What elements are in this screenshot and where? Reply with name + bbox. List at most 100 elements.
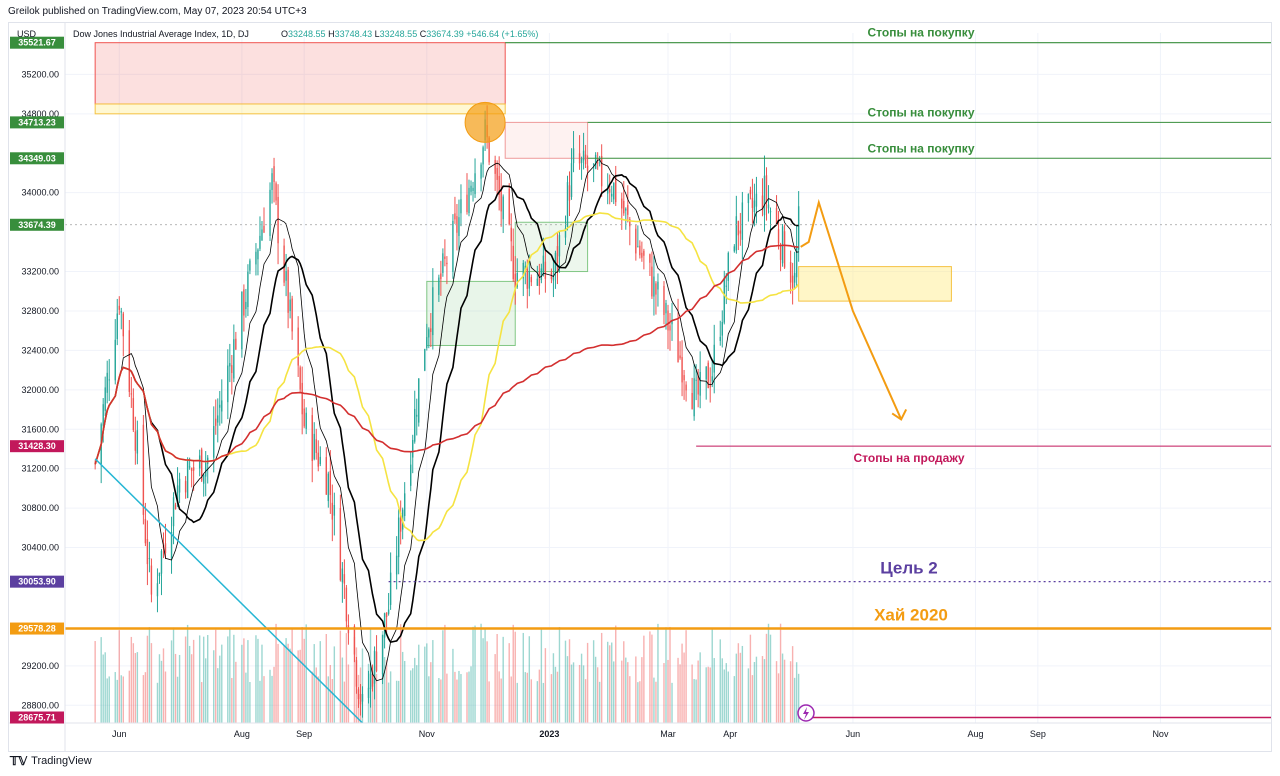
candle-body bbox=[613, 182, 615, 200]
candle-body bbox=[233, 339, 235, 379]
volume-bar bbox=[283, 646, 285, 723]
volume-bar bbox=[94, 641, 96, 723]
candle-body bbox=[305, 412, 307, 429]
volume-bar bbox=[699, 652, 701, 723]
candle-body bbox=[667, 310, 669, 331]
supply-zone-edge bbox=[94, 103, 506, 115]
candle-body bbox=[468, 187, 470, 214]
ohlc-change: +546.64 (+1.65%) bbox=[466, 29, 538, 39]
candle-body bbox=[249, 260, 251, 271]
candle-body bbox=[428, 329, 430, 338]
forecast-arrowhead bbox=[891, 408, 908, 421]
volume-bar bbox=[148, 627, 151, 723]
volume-bar bbox=[442, 630, 444, 723]
price-level-tag-label: 33674.39 bbox=[18, 220, 56, 230]
events-marker bbox=[797, 704, 815, 722]
candle-body bbox=[727, 252, 729, 281]
candle-body bbox=[200, 449, 203, 481]
volume-bar bbox=[444, 624, 446, 723]
volume-bar bbox=[761, 656, 764, 723]
volume-bar bbox=[635, 656, 637, 723]
candle-body bbox=[753, 200, 756, 213]
volume-bar bbox=[375, 673, 378, 723]
candle-body bbox=[291, 298, 293, 332]
volume-bar bbox=[791, 646, 794, 723]
volume-bar bbox=[596, 667, 599, 723]
volume-bar bbox=[202, 636, 205, 723]
ohlc-l-label: L bbox=[375, 29, 380, 39]
candle-body bbox=[369, 673, 372, 689]
candle-body bbox=[510, 227, 512, 242]
price-level-tag bbox=[10, 152, 64, 165]
price-chart[interactable]: Стопы на покупку Стопы на покупку Стопы на… bbox=[9, 23, 1271, 751]
volume-bar bbox=[186, 624, 189, 723]
y-tick-label: 35200.00 bbox=[21, 69, 59, 79]
volume-bar bbox=[156, 682, 159, 723]
candle-body bbox=[385, 612, 388, 618]
volume-bar bbox=[528, 636, 531, 723]
candle-body bbox=[387, 609, 390, 614]
volume-bar bbox=[542, 682, 545, 723]
volume-bar bbox=[297, 650, 299, 723]
volume-bar bbox=[623, 641, 625, 723]
volume-bar bbox=[456, 679, 458, 723]
volume-bar bbox=[498, 671, 500, 723]
candle-body bbox=[331, 502, 334, 520]
candle-body bbox=[516, 272, 518, 287]
candle-body bbox=[558, 235, 561, 257]
price-axis: 35200.00 34800.00 34000.00 33200.00 32800.00… bbox=[9, 23, 1271, 751]
volume-bar bbox=[205, 658, 207, 723]
price-level-tag-label: 34713.23 bbox=[18, 117, 56, 127]
volume-bar bbox=[136, 652, 139, 723]
candle-body bbox=[572, 148, 575, 164]
candle-body bbox=[705, 366, 707, 380]
level-annotations: Стопы на покупку Стопы на покупку Стопы на… bbox=[853, 26, 974, 625]
candle-body bbox=[568, 185, 571, 201]
volume-bar bbox=[564, 640, 567, 723]
volume-bar bbox=[198, 635, 201, 723]
candle-body bbox=[639, 245, 641, 256]
volume-bar bbox=[299, 649, 301, 723]
volume-bar bbox=[329, 664, 332, 723]
volume-bar bbox=[651, 634, 653, 723]
candle-body bbox=[170, 532, 173, 559]
candle-body bbox=[536, 278, 539, 286]
volume-bar bbox=[333, 646, 336, 723]
candle-body bbox=[657, 281, 659, 290]
price-level-tag-label: 29578.28 bbox=[18, 624, 56, 634]
volume-bar bbox=[749, 634, 752, 723]
volume-bar bbox=[325, 634, 327, 723]
volume-bar bbox=[291, 627, 293, 723]
candle-body bbox=[763, 175, 766, 216]
price-level-tag-label: 30053.90 bbox=[18, 577, 56, 587]
volume-bar bbox=[781, 653, 784, 723]
volume-bar bbox=[289, 648, 291, 723]
candle-body bbox=[544, 261, 547, 279]
volume-bar bbox=[458, 670, 460, 723]
volume-bar bbox=[428, 676, 430, 723]
candle-body bbox=[775, 207, 778, 225]
candle-body bbox=[424, 349, 426, 371]
tradingview-logo-text[interactable]: TradingView bbox=[31, 755, 92, 767]
volume-bar bbox=[594, 656, 597, 723]
volume-bar bbox=[741, 645, 744, 723]
volume-bar bbox=[775, 661, 778, 723]
volume-bar bbox=[609, 645, 611, 723]
tradingview-logo-icon: 𝕋𝕍 bbox=[10, 754, 28, 768]
volume-bar bbox=[600, 632, 603, 723]
candle-body bbox=[432, 287, 434, 336]
candle-body bbox=[623, 200, 625, 214]
volume-bar bbox=[432, 640, 434, 723]
candle-body bbox=[741, 202, 744, 240]
candle-body bbox=[134, 431, 137, 451]
volume-bar bbox=[207, 635, 209, 723]
volume-bar bbox=[144, 672, 147, 723]
volume-bar bbox=[217, 668, 219, 723]
candle-body bbox=[653, 276, 655, 297]
volume-bar bbox=[494, 654, 496, 723]
volume-bar bbox=[536, 681, 539, 723]
volume-bar bbox=[653, 677, 655, 723]
volume-bar bbox=[667, 659, 669, 723]
volume-bar bbox=[655, 681, 657, 723]
candle-body bbox=[217, 415, 219, 423]
